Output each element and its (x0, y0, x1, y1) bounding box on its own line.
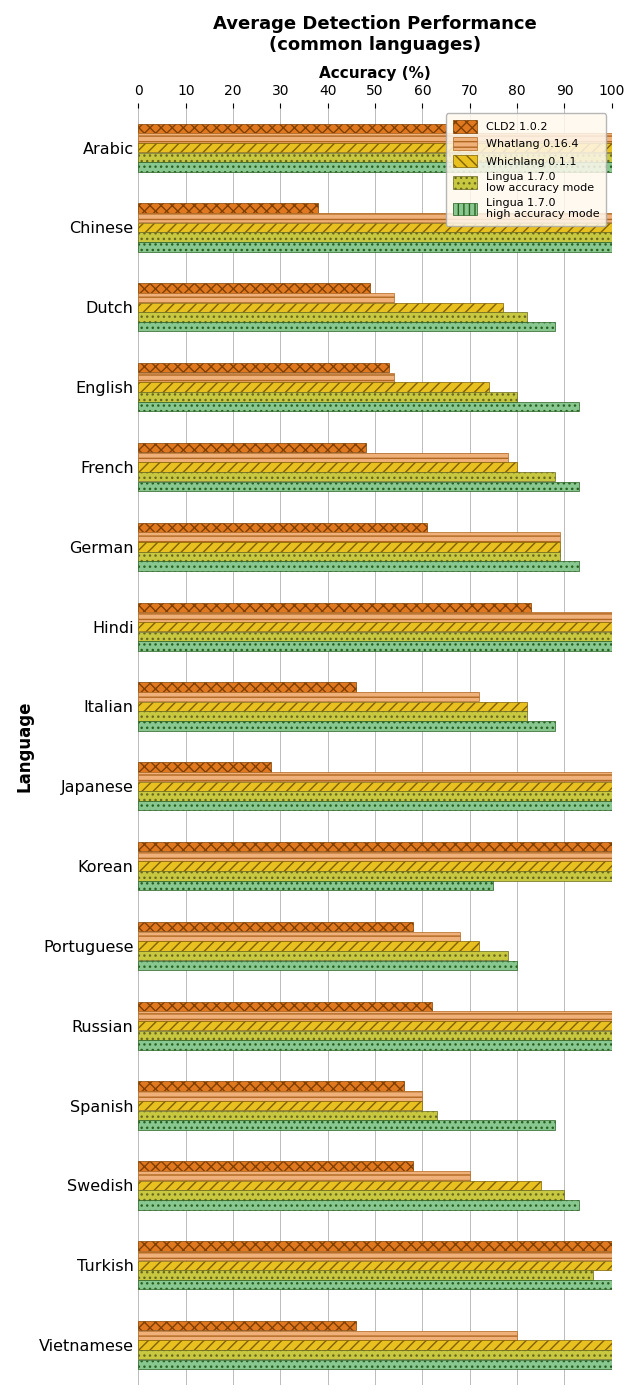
Bar (138, 1330, 517, 1340)
Bar (138, 542, 560, 552)
Bar (138, 781, 612, 791)
Bar (138, 462, 517, 472)
Bar (138, 1350, 612, 1359)
Bar (138, 1200, 579, 1210)
Bar (138, 762, 271, 771)
Bar (138, 1162, 413, 1170)
Bar (138, 123, 446, 133)
Bar (138, 631, 612, 641)
Bar (138, 1110, 436, 1120)
Bar (138, 561, 579, 571)
Bar (138, 283, 371, 293)
Bar (138, 721, 555, 731)
Bar (138, 692, 479, 701)
Bar (138, 771, 612, 781)
Bar (138, 1190, 564, 1200)
Bar (138, 143, 612, 153)
Bar (138, 701, 527, 711)
Bar (138, 1040, 612, 1050)
Bar (138, 482, 579, 491)
Bar (138, 242, 612, 252)
Bar (138, 1242, 612, 1250)
Bar (138, 1359, 612, 1369)
Bar (138, 1100, 422, 1110)
Bar (138, 1340, 612, 1350)
Bar (138, 293, 394, 302)
Bar (138, 372, 394, 382)
Bar (138, 382, 489, 392)
Bar (138, 442, 365, 452)
Bar (138, 302, 503, 312)
Bar (138, 452, 508, 462)
Bar (138, 951, 508, 960)
Bar (138, 801, 612, 811)
Bar (138, 232, 612, 242)
Bar (138, 791, 612, 801)
Bar (138, 1280, 612, 1289)
Bar (138, 1250, 612, 1260)
Bar (138, 960, 517, 970)
Bar (138, 622, 612, 631)
Bar (138, 612, 612, 622)
Bar (138, 402, 579, 412)
Bar (138, 1030, 612, 1040)
Bar (138, 133, 612, 143)
Bar (138, 213, 612, 223)
Bar (138, 552, 560, 561)
Bar (138, 851, 612, 861)
Bar (138, 153, 612, 162)
Bar (138, 322, 555, 332)
Bar (138, 1170, 470, 1180)
Bar (138, 392, 517, 402)
Bar (138, 921, 413, 931)
Bar (138, 941, 479, 951)
Y-axis label: Language: Language (15, 700, 33, 792)
Bar (138, 841, 612, 851)
Bar (138, 871, 612, 881)
Bar (138, 1011, 612, 1021)
Bar (138, 682, 356, 692)
Bar (138, 1091, 422, 1100)
Bar (138, 363, 389, 372)
Bar (138, 1120, 555, 1130)
Bar (138, 602, 531, 612)
Bar (138, 711, 527, 721)
Bar (138, 861, 612, 871)
Bar (138, 931, 460, 941)
Bar (138, 881, 493, 890)
Legend: CLD2 1.0.2, Whatlang 0.16.4, Whichlang 0.1.1, Lingua 1.7.0
low accuracy mode, Li: CLD2 1.0.2, Whatlang 0.16.4, Whichlang 0… (446, 113, 606, 227)
Bar (138, 1260, 612, 1270)
Bar (138, 641, 612, 651)
Bar (138, 472, 555, 482)
Bar (138, 1021, 612, 1030)
Bar (138, 1322, 356, 1330)
Bar (138, 162, 612, 172)
Bar (138, 1180, 541, 1190)
Bar (138, 312, 527, 322)
Bar (138, 203, 318, 213)
Title: Average Detection Performance
(common languages): Average Detection Performance (common la… (213, 15, 537, 53)
Bar (138, 1270, 593, 1280)
Bar (138, 522, 427, 532)
Bar (138, 223, 612, 232)
Bar (138, 532, 560, 542)
Bar (138, 1001, 432, 1011)
Bar (138, 1081, 403, 1091)
X-axis label: Accuracy (%): Accuracy (%) (319, 66, 431, 81)
